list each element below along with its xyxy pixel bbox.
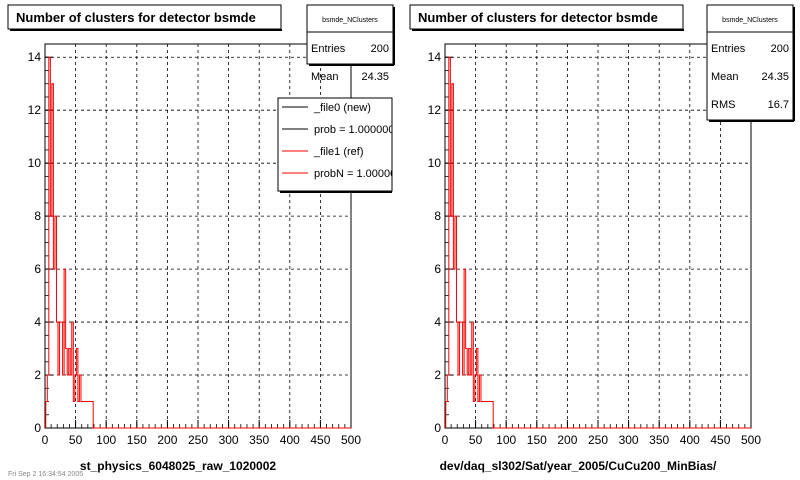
stats-title: bsmde_NClusters <box>722 17 778 24</box>
stats-value: 200 <box>771 43 789 55</box>
x-tick-label: 300 <box>619 433 639 447</box>
x-axis-label: st_physics_6048025_raw_1020002 <box>80 459 276 473</box>
right-histogram-panel: 0 50 100 150 200 250 300 350 400 450 500 0 2 4 6 8 10 12 1… <box>409 4 795 473</box>
y-tick-label: 2 <box>34 368 41 382</box>
stats-value: 24.35 <box>761 71 789 83</box>
y-tick-label: 12 <box>28 103 42 117</box>
x-axis-label: dev/daq_sl302/Sat/year_2005/CuCu200_MinB… <box>440 459 717 473</box>
x-tick-label: 500 <box>741 433 761 447</box>
x-tick-label: 350 <box>649 433 669 447</box>
x-tick-label: 50 <box>469 433 483 447</box>
x-tick-label: 450 <box>710 433 730 447</box>
chart-title: Number of clusters for detector bsmde <box>16 10 256 25</box>
stats-title: bsmde_NClusters <box>322 17 378 24</box>
x-tick-label: 450 <box>310 433 330 447</box>
y-tick-label: 14 <box>428 50 442 64</box>
x-tick-label: 100 <box>496 433 516 447</box>
stats-label: Entries <box>711 43 746 55</box>
x-tick-label: 100 <box>96 433 116 447</box>
x-tick-label: 200 <box>557 433 577 447</box>
x-tick-label: 0 <box>42 433 49 447</box>
y-tick-label: 0 <box>434 421 441 435</box>
legend-label: _file0 (new) <box>313 102 371 114</box>
x-tick-label: 150 <box>127 433 147 447</box>
x-tick-label: 150 <box>527 433 547 447</box>
y-tick-label: 10 <box>28 156 42 170</box>
stats-value: 16.7 <box>768 99 789 111</box>
legend-entries: _file0 (new) prob = 1.000000 _file1 (ref) p… <box>282 102 402 180</box>
stats-box <box>706 4 794 121</box>
legend-label: _file1 (ref) <box>313 146 364 158</box>
legend-label: probN = 1.000000 <box>314 168 402 180</box>
y-tick-label: 12 <box>428 103 442 117</box>
x-tick-label: 500 <box>341 433 361 447</box>
y-tick-label: 8 <box>34 209 41 223</box>
x-tick-label: 250 <box>188 433 208 447</box>
stats-label: Mean <box>311 71 339 83</box>
y-tick-label: 8 <box>434 209 441 223</box>
y-tick-label: 14 <box>28 50 42 64</box>
y-tick-label: 2 <box>434 368 441 382</box>
x-tick-label: 400 <box>680 433 700 447</box>
timestamp-label: Fri Sep 2 16:34:54 2005 <box>8 471 83 478</box>
y-tick-label: 4 <box>34 315 41 329</box>
x-tick-label: 50 <box>69 433 83 447</box>
legend-label: prob = 1.000000 <box>314 124 394 136</box>
y-tick-label: 4 <box>434 315 441 329</box>
y-tick-label: 0 <box>34 421 41 435</box>
x-tick-label: 200 <box>157 433 177 447</box>
stats-value: 200 <box>371 43 389 55</box>
title-box <box>409 4 684 30</box>
y-tick-label: 6 <box>434 262 441 276</box>
stats-box <box>306 4 394 65</box>
x-tick-label: 400 <box>280 433 300 447</box>
left-histogram-panel: 0 50 100 150 200 250 300 350 400 450 500 0 2 4 6 8 10 12 1… <box>7 4 402 473</box>
stats-label: RMS <box>711 99 735 111</box>
stats-value: 24.35 <box>361 71 389 83</box>
x-tick-label: 300 <box>219 433 239 447</box>
chart-title: Number of clusters for detector bsmde <box>418 10 658 25</box>
stats-label: Entries <box>311 43 346 55</box>
y-tick-label: 6 <box>34 262 41 276</box>
x-tick-label: 350 <box>249 433 269 447</box>
x-tick-label: 250 <box>588 433 608 447</box>
x-tick-label: 0 <box>442 433 449 447</box>
legend-box <box>277 97 393 192</box>
y-tick-label: 10 <box>428 156 442 170</box>
stats-label: Mean <box>711 71 739 83</box>
